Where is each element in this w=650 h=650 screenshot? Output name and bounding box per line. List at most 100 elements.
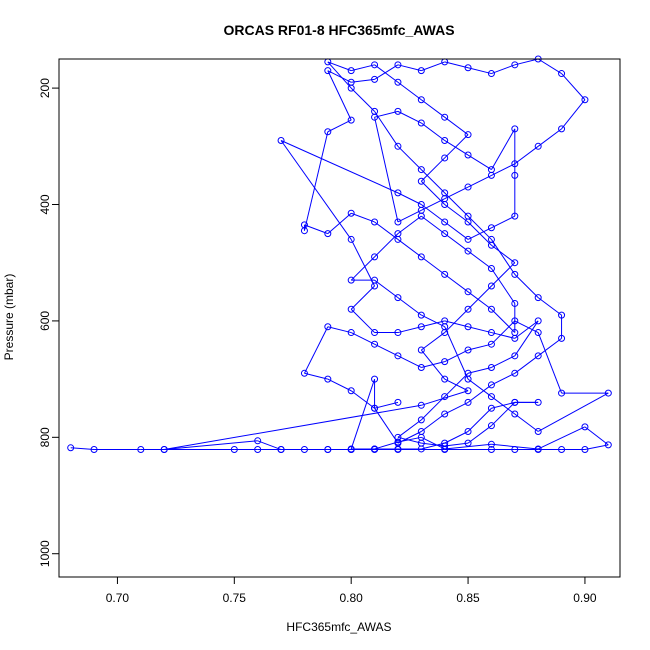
- series-segment: [491, 268, 516, 304]
- data-point: [300, 446, 308, 454]
- data-point: [300, 227, 308, 235]
- series-segment: [444, 349, 469, 363]
- data-point: [347, 116, 355, 124]
- data-point: [487, 305, 495, 313]
- data-point: [464, 439, 472, 447]
- series-segment: [491, 402, 516, 427]
- data-point: [371, 253, 379, 261]
- data-point: [277, 136, 285, 144]
- series-segment: [467, 425, 492, 444]
- data-point: [394, 445, 402, 453]
- data-point: [394, 352, 402, 360]
- series-segment: [537, 297, 562, 316]
- series-segment: [467, 67, 492, 75]
- series-segment: [444, 308, 469, 333]
- series-segment: [350, 308, 375, 333]
- data-point: [487, 282, 495, 290]
- data-point: [441, 270, 449, 278]
- series-segment: [491, 262, 516, 287]
- x-tick-label: 0.80: [340, 591, 364, 605]
- data-point: [511, 317, 519, 325]
- series-segment: [303, 131, 329, 231]
- series-segment: [561, 99, 586, 130]
- series-segment: [374, 110, 399, 118]
- y-tick-label: 1000: [38, 540, 52, 567]
- series-segment: [514, 58, 539, 66]
- series-segment: [327, 326, 352, 334]
- data-point: [417, 119, 425, 127]
- series-segment: [397, 297, 422, 316]
- series-segment: [537, 332, 563, 394]
- data-point: [417, 401, 425, 409]
- y-tick-label: 400: [38, 194, 52, 214]
- series-segment: [537, 128, 562, 147]
- data-point: [441, 218, 449, 226]
- data-point: [441, 393, 449, 401]
- data-point: [371, 404, 379, 412]
- plot-frame: [58, 58, 621, 578]
- data-point: [464, 151, 472, 159]
- data-point: [371, 282, 379, 290]
- series-segment: [397, 436, 422, 444]
- data-point: [487, 235, 495, 243]
- series-segment: [421, 122, 445, 141]
- series-segment: [491, 355, 516, 368]
- series-segment: [444, 233, 469, 252]
- data-point: [394, 189, 402, 197]
- data-point: [417, 427, 425, 435]
- data-point: [417, 96, 425, 104]
- series-segment: [350, 390, 375, 409]
- data-point: [324, 375, 332, 383]
- series-segment: [421, 442, 445, 447]
- data-point: [511, 299, 519, 307]
- series-segment: [397, 145, 422, 170]
- series-segment: [467, 378, 492, 397]
- data-point: [534, 142, 542, 150]
- x-tick-label: 0.85: [456, 591, 480, 605]
- series-segment: [444, 140, 469, 156]
- series-segment: [397, 81, 422, 101]
- series-segment: [327, 61, 352, 89]
- series-segment: [421, 390, 469, 406]
- series-segment: [537, 337, 562, 357]
- series-segment: [467, 291, 492, 310]
- data-point: [511, 398, 519, 406]
- data-point: [487, 265, 495, 273]
- x-tick-label: 0.90: [573, 591, 597, 605]
- data-point: [464, 323, 472, 331]
- series-segment: [421, 413, 445, 432]
- data-point: [581, 96, 589, 104]
- series-segment: [350, 239, 376, 287]
- series-segment: [421, 314, 445, 328]
- data-point: [464, 183, 472, 191]
- series-segment: [467, 343, 492, 351]
- data-point: [441, 439, 449, 447]
- series-segment: [444, 273, 469, 293]
- data-point: [324, 67, 332, 75]
- data-point: [464, 235, 472, 243]
- data-point: [371, 329, 379, 337]
- series-segment: [491, 244, 516, 264]
- y-tick-label: 200: [38, 78, 52, 98]
- data-point: [558, 125, 566, 133]
- data-point: [347, 387, 355, 395]
- data-point: [324, 230, 332, 238]
- series-segment: [537, 58, 562, 74]
- series-segment: [444, 442, 469, 447]
- data-point: [371, 340, 379, 348]
- data-point: [604, 389, 612, 397]
- series-segment: [467, 407, 492, 432]
- data-point: [394, 142, 402, 150]
- series-segment: [397, 326, 422, 334]
- data-point: [511, 334, 519, 342]
- data-point: [534, 352, 542, 360]
- data-point: [487, 340, 495, 348]
- data-point: [347, 305, 355, 313]
- data-point: [441, 358, 449, 366]
- series-segment: [491, 163, 516, 176]
- series-segment: [374, 279, 399, 299]
- series-segment: [421, 198, 445, 211]
- series-segment: [491, 128, 516, 170]
- series-segment: [421, 215, 445, 235]
- series-segment: [164, 440, 258, 451]
